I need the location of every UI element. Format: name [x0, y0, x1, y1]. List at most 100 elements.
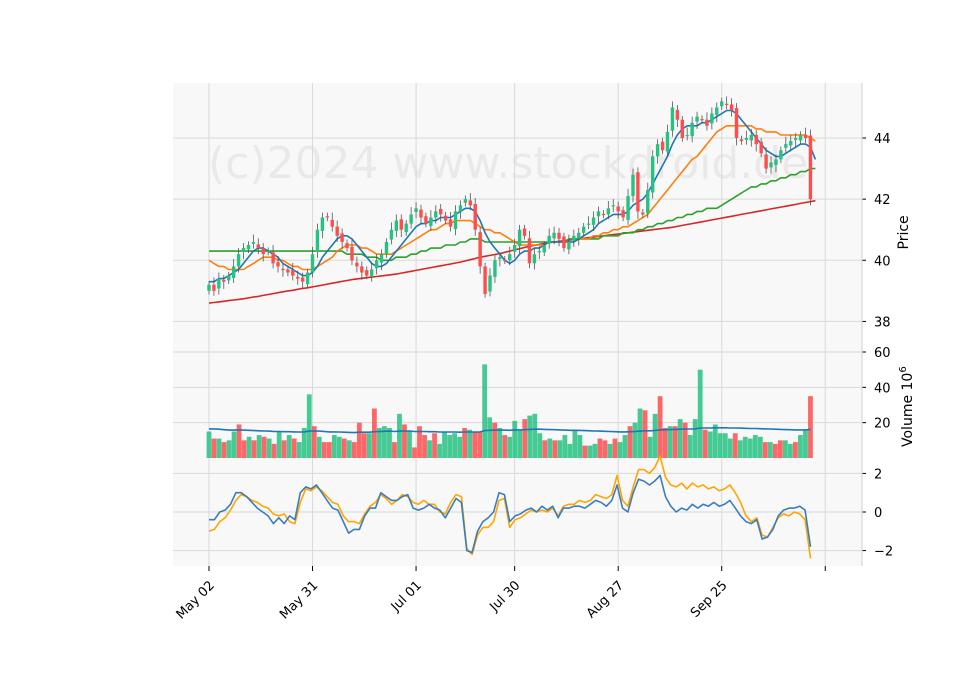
volume-bar	[392, 442, 397, 458]
candle-body	[764, 154, 768, 169]
candle-body	[315, 229, 320, 252]
volume-bar	[767, 442, 773, 458]
watermark: (c)2024 www.stockdroid.de	[208, 138, 808, 189]
volume-bar	[467, 429, 473, 458]
candle-body	[527, 238, 532, 264]
volume-bar	[326, 442, 332, 458]
volume-bar	[622, 435, 628, 458]
candle-body	[305, 272, 310, 285]
volume-bar	[321, 442, 327, 458]
candle-body	[626, 196, 630, 220]
candle-body	[379, 254, 384, 263]
volume-bar	[602, 440, 608, 458]
candle-body	[606, 208, 611, 215]
candle-body	[355, 262, 359, 267]
volume-bar	[266, 438, 272, 458]
candle-body	[251, 241, 256, 244]
y-tick-label: 2	[874, 467, 882, 482]
volume-bar	[582, 445, 588, 458]
candle-body	[670, 107, 675, 131]
candle-body	[572, 235, 576, 241]
volume-bar	[346, 440, 352, 458]
volume-bar	[532, 413, 538, 458]
candle-body	[493, 260, 497, 277]
volume-bar	[447, 435, 452, 458]
volume-bar	[437, 443, 442, 458]
x-tick-label: Sep 25	[688, 578, 731, 621]
y-tick-label: 42	[874, 193, 891, 208]
volume-axis-label-text: Volume 10	[900, 373, 916, 447]
volume-bar	[271, 443, 277, 458]
candle-body	[739, 139, 744, 142]
candle-body	[508, 254, 512, 261]
volume-bar	[762, 442, 768, 458]
candle-body	[695, 116, 699, 122]
volume-bar	[251, 440, 257, 458]
volume-y-ticks: 20 40 60	[862, 346, 891, 432]
x-tick-label: Jul 30	[486, 578, 523, 615]
candle-body	[680, 119, 684, 139]
oscillator-grid	[173, 458, 862, 566]
candle-body	[552, 232, 556, 239]
volume-bar	[803, 429, 808, 458]
candle-body	[503, 259, 507, 261]
y-tick-label: 38	[874, 315, 891, 330]
candle-body	[611, 205, 615, 207]
candle-body	[793, 138, 798, 140]
volume-bar	[387, 427, 392, 458]
candle-body	[463, 199, 468, 203]
candle-body	[557, 232, 561, 239]
volume-bar	[517, 429, 523, 458]
volume-bar	[356, 422, 362, 458]
candle-body	[419, 209, 423, 218]
volume-bar	[442, 431, 447, 458]
candle-body	[798, 134, 803, 141]
volume-bar	[422, 435, 427, 458]
candle-body	[655, 144, 660, 157]
volume-bar	[412, 447, 417, 458]
candle-body	[409, 214, 413, 224]
candle-body	[429, 217, 433, 227]
candle-body	[350, 246, 354, 261]
candle-body	[365, 270, 369, 276]
candle-body	[414, 208, 418, 212]
candle-body	[734, 108, 739, 139]
candle-body	[281, 268, 285, 271]
candle-body	[266, 251, 270, 253]
volume-bar	[567, 443, 573, 458]
volume-bar	[692, 419, 698, 458]
volume-bar	[612, 438, 618, 458]
volume-bar	[402, 424, 407, 458]
candle-body	[236, 254, 241, 267]
candle-body	[596, 211, 601, 217]
volume-panel: 20 40 60 Volume 106	[173, 346, 916, 458]
volume-bar	[652, 413, 658, 458]
candle-body	[720, 101, 724, 107]
candle-body	[271, 252, 275, 264]
candle-body	[705, 119, 709, 126]
y-tick-label: −2	[874, 545, 893, 560]
volume-bar	[572, 429, 578, 458]
volume-bar	[677, 419, 683, 458]
volume-bar	[592, 443, 598, 458]
volume-bar	[276, 431, 282, 458]
volume-bar	[752, 435, 758, 458]
candle-body	[498, 257, 502, 260]
volume-bar	[432, 433, 437, 458]
volume-bar	[256, 435, 262, 458]
candle-body	[784, 144, 788, 148]
volume-bar	[687, 435, 693, 458]
candle-body	[808, 135, 813, 200]
candle-body	[217, 278, 221, 289]
volume-bar	[331, 435, 337, 458]
candle-body	[448, 219, 453, 227]
volume-bar	[507, 436, 513, 458]
candle-body	[621, 210, 625, 218]
candle-body	[335, 226, 339, 236]
candle-body	[700, 119, 704, 121]
candle-body	[581, 226, 586, 233]
volume-axis-label-exponent: 6	[898, 366, 909, 372]
candle-body	[261, 248, 265, 255]
candle-body	[374, 260, 379, 269]
candle-body	[660, 141, 665, 151]
